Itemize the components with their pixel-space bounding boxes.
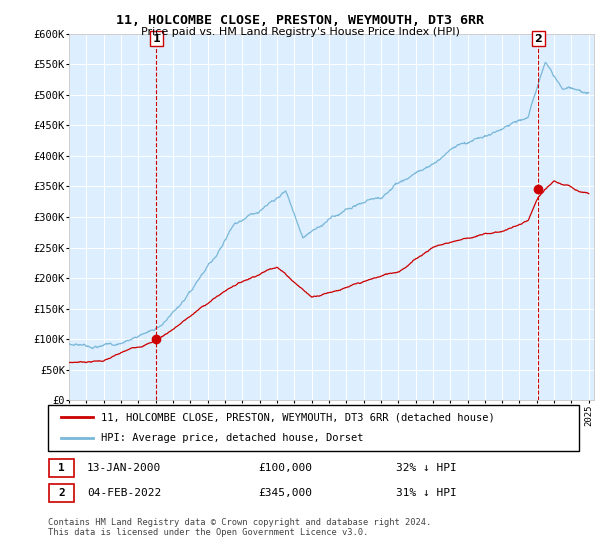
Text: 13-JAN-2000: 13-JAN-2000 xyxy=(87,463,161,473)
Text: 11, HOLCOMBE CLOSE, PRESTON, WEYMOUTH, DT3 6RR: 11, HOLCOMBE CLOSE, PRESTON, WEYMOUTH, D… xyxy=(116,14,484,27)
Text: Price paid vs. HM Land Registry's House Price Index (HPI): Price paid vs. HM Land Registry's House … xyxy=(140,27,460,38)
Text: 2: 2 xyxy=(58,488,65,498)
Text: 2: 2 xyxy=(535,34,542,44)
Text: 1: 1 xyxy=(152,34,160,44)
Text: 04-FEB-2022: 04-FEB-2022 xyxy=(87,488,161,498)
Text: 11, HOLCOMBE CLOSE, PRESTON, WEYMOUTH, DT3 6RR (detached house): 11, HOLCOMBE CLOSE, PRESTON, WEYMOUTH, D… xyxy=(101,412,495,422)
Text: 31% ↓ HPI: 31% ↓ HPI xyxy=(396,488,457,498)
Text: £345,000: £345,000 xyxy=(258,488,312,498)
Text: 32% ↓ HPI: 32% ↓ HPI xyxy=(396,463,457,473)
Text: Contains HM Land Registry data © Crown copyright and database right 2024.
This d: Contains HM Land Registry data © Crown c… xyxy=(48,518,431,538)
Text: 1: 1 xyxy=(58,463,65,473)
Text: HPI: Average price, detached house, Dorset: HPI: Average price, detached house, Dors… xyxy=(101,433,364,444)
Text: £100,000: £100,000 xyxy=(258,463,312,473)
